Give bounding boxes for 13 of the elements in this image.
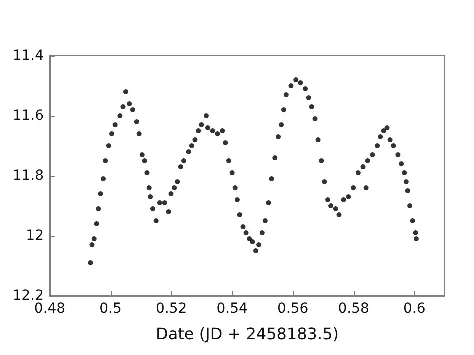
x-tick-label: 0.5 <box>100 301 122 317</box>
x-axis-title: Date (JD + 2458183.5) <box>156 324 339 344</box>
x-tick-label: 0.56 <box>277 301 309 317</box>
y-tick-label: 12.2 <box>12 288 44 304</box>
y-tick-label: 11.4 <box>12 48 44 64</box>
y-tick-label: 11.8 <box>12 168 44 184</box>
y-tick-label: 11.6 <box>12 108 44 124</box>
x-tick-label: 0.52 <box>156 301 188 317</box>
x-tick-label: 0.6 <box>403 301 426 317</box>
x-tick-label: 0.54 <box>216 301 248 317</box>
x-tick-label: 0.48 <box>34 301 66 317</box>
x-tick-label: 0.58 <box>338 301 370 317</box>
y-tick-label: 12 <box>26 228 44 244</box>
